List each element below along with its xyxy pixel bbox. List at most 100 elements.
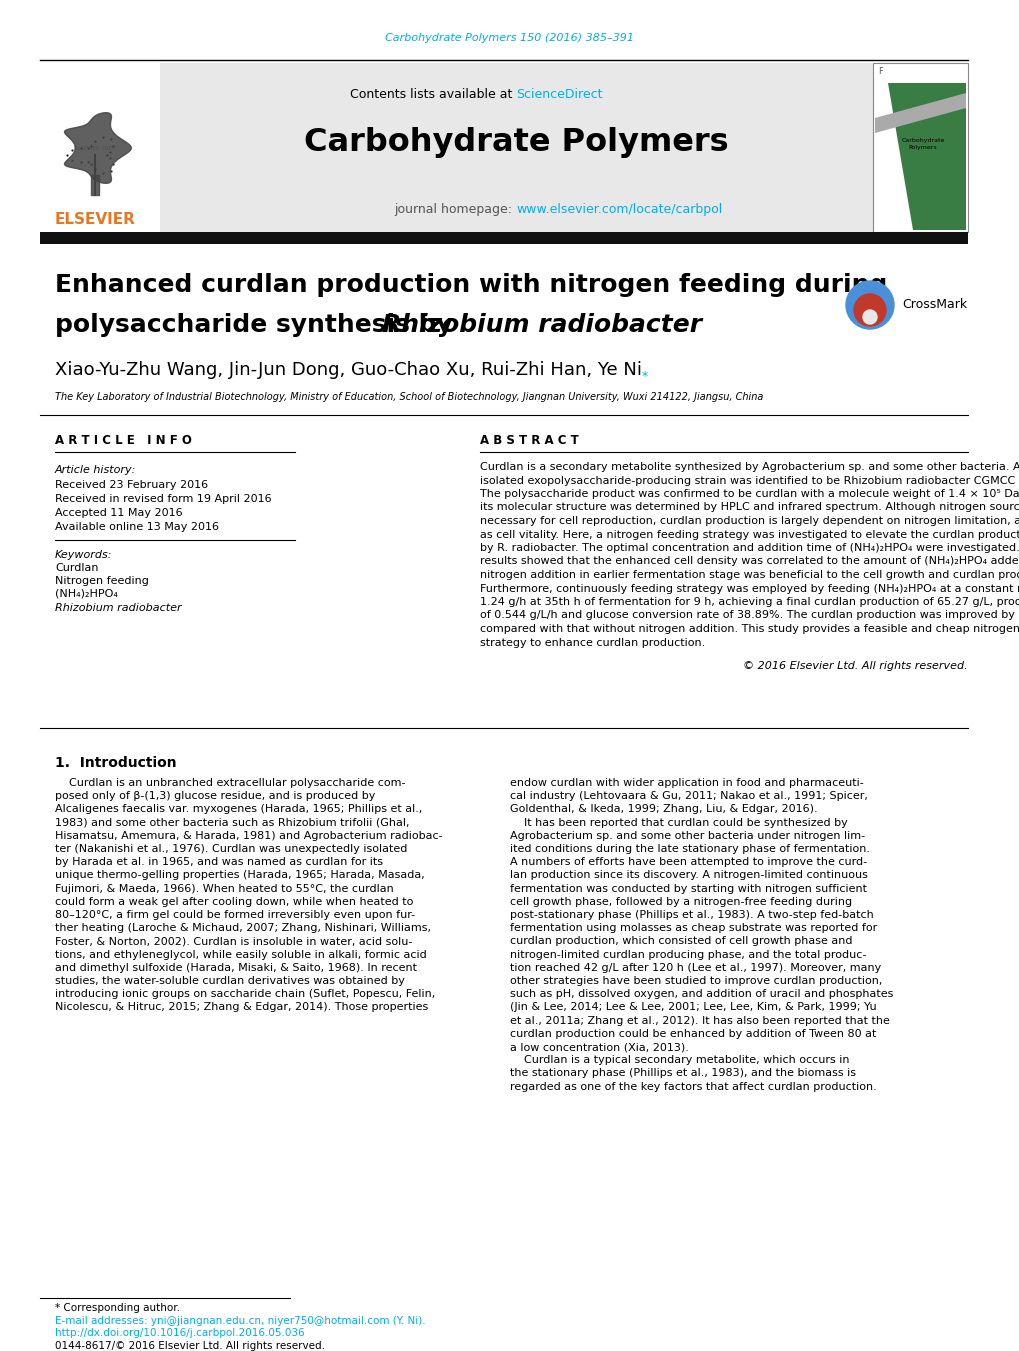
Circle shape	[862, 309, 876, 324]
Text: 80–120°C, a firm gel could be formed irreversibly even upon fur-: 80–120°C, a firm gel could be formed irr…	[55, 911, 415, 920]
Text: posed only of β-(1,3) glucose residue, and is produced by: posed only of β-(1,3) glucose residue, a…	[55, 792, 375, 801]
Text: could form a weak gel after cooling down, while when heated to: could form a weak gel after cooling down…	[55, 897, 413, 907]
Text: Alcaligenes faecalis var. myxogenes (Harada, 1965; Phillips et al.,: Alcaligenes faecalis var. myxogenes (Har…	[55, 804, 422, 815]
Text: Goldenthal, & Ikeda, 1999; Zhang, Liu, & Edgar, 2016).: Goldenthal, & Ikeda, 1999; Zhang, Liu, &…	[510, 804, 817, 815]
Text: regarded as one of the key factors that affect curdlan production.: regarded as one of the key factors that …	[510, 1082, 876, 1092]
Text: cell growth phase, followed by a nitrogen-free feeding during: cell growth phase, followed by a nitroge…	[510, 897, 851, 907]
Text: journal homepage:: journal homepage:	[393, 204, 516, 216]
Text: studies, the water-soluble curdlan derivatives was obtained by: studies, the water-soluble curdlan deriv…	[55, 975, 405, 986]
Circle shape	[853, 295, 886, 326]
Text: endow curdlan with wider application in food and pharmaceuti-: endow curdlan with wider application in …	[510, 778, 863, 788]
Text: http://dx.doi.org/10.1016/j.carbpol.2016.05.036: http://dx.doi.org/10.1016/j.carbpol.2016…	[55, 1328, 305, 1337]
Text: (Jin & Lee, 2014; Lee & Lee, 2001; Lee, Lee, Kim, & Park, 1999; Yu: (Jin & Lee, 2014; Lee & Lee, 2001; Lee, …	[510, 1002, 875, 1012]
Text: its molecular structure was determined by HPLC and infrared spectrum. Although n: its molecular structure was determined b…	[480, 503, 1019, 512]
Text: introducing ionic groups on saccharide chain (Suflet, Popescu, Felin,: introducing ionic groups on saccharide c…	[55, 989, 435, 1000]
Text: as cell vitality. Here, a nitrogen feeding strategy was investigated to elevate : as cell vitality. Here, a nitrogen feedi…	[480, 530, 1019, 539]
Text: by Harada et al. in 1965, and was named as curdlan for its: by Harada et al. in 1965, and was named …	[55, 857, 382, 867]
Text: and dimethyl sulfoxide (Harada, Misaki, & Saito, 1968). In recent: and dimethyl sulfoxide (Harada, Misaki, …	[55, 963, 417, 973]
Text: Accepted 11 May 2016: Accepted 11 May 2016	[55, 508, 182, 517]
Text: © 2016 Elsevier Ltd. All rights reserved.: © 2016 Elsevier Ltd. All rights reserved…	[743, 661, 967, 671]
Text: lan production since its discovery. A nitrogen-limited continuous: lan production since its discovery. A ni…	[510, 870, 867, 881]
Text: 1983) and some other bacteria such as Rhizobium trifolii (Ghal,: 1983) and some other bacteria such as Rh…	[55, 817, 409, 828]
Text: 1.24 g/h at 35th h of fermentation for 9 h, achieving a final curdlan production: 1.24 g/h at 35th h of fermentation for 9…	[480, 597, 1019, 607]
Text: Carbohydrate
Polymers: Carbohydrate Polymers	[901, 138, 944, 150]
Bar	[872, 63, 967, 232]
Text: Rhizobium radiobacter: Rhizobium radiobacter	[55, 603, 181, 613]
Text: polysaccharide synthesis by: polysaccharide synthesis by	[55, 313, 461, 336]
Bar	[40, 232, 967, 245]
Polygon shape	[888, 82, 965, 230]
Text: ScienceDirect: ScienceDirect	[516, 89, 602, 101]
Text: ited conditions during the late stationary phase of fermentation.: ited conditions during the late stationa…	[510, 844, 869, 854]
Text: www.elsevier.com/locate/carbpol: www.elsevier.com/locate/carbpol	[516, 204, 721, 216]
Text: 1.  Introduction: 1. Introduction	[55, 757, 176, 770]
Text: fermentation was conducted by starting with nitrogen sufficient: fermentation was conducted by starting w…	[510, 884, 866, 893]
Text: A numbers of efforts have been attempted to improve the curd-: A numbers of efforts have been attempted…	[510, 857, 866, 867]
Text: Nicolescu, & Hitruc, 2015; Zhang & Edgar, 2014). Those properties: Nicolescu, & Hitruc, 2015; Zhang & Edgar…	[55, 1002, 428, 1012]
Text: Foster, & Norton, 2002). Curdlan is insoluble in water, acid solu-: Foster, & Norton, 2002). Curdlan is inso…	[55, 936, 412, 947]
Text: Keywords:: Keywords:	[55, 550, 112, 561]
Text: Furthermore, continuously feeding strategy was employed by feeding (NH₄)₂HPO₄ at: Furthermore, continuously feeding strate…	[480, 584, 1019, 593]
Text: tion reached 42 g/L after 120 h (Lee et al., 1997). Moreover, many: tion reached 42 g/L after 120 h (Lee et …	[510, 963, 880, 973]
Text: Received in revised form 19 April 2016: Received in revised form 19 April 2016	[55, 494, 271, 504]
Text: fermentation using molasses as cheap substrate was reported for: fermentation using molasses as cheap sub…	[510, 923, 876, 934]
Text: isolated exopolysaccharide-producing strain was identified to be Rhizobium radio: isolated exopolysaccharide-producing str…	[480, 476, 1019, 485]
Text: compared with that without nitrogen addition. This study provides a feasible and: compared with that without nitrogen addi…	[480, 624, 1019, 634]
Text: A R T I C L E   I N F O: A R T I C L E I N F O	[55, 434, 192, 446]
Text: such as pH, dissolved oxygen, and addition of uracil and phosphates: such as pH, dissolved oxygen, and additi…	[510, 989, 893, 1000]
Circle shape	[845, 281, 893, 330]
Text: nitrogen-limited curdlan producing phase, and the total produc-: nitrogen-limited curdlan producing phase…	[510, 950, 865, 959]
Text: et al., 2011a; Zhang et al., 2012). It has also been reported that the: et al., 2011a; Zhang et al., 2012). It h…	[510, 1016, 889, 1025]
Text: E-mail addresses: yni@jiangnan.edu.cn, niyer750@hotmail.com (Y. Ni).: E-mail addresses: yni@jiangnan.edu.cn, n…	[55, 1316, 425, 1325]
Text: ELSEVIER: ELSEVIER	[54, 212, 136, 227]
Text: Carbohydrate Polymers: Carbohydrate Polymers	[304, 127, 728, 158]
Text: CrossMark: CrossMark	[901, 299, 966, 312]
Text: *: *	[641, 370, 648, 382]
Text: (NH₄)₂HPO₄: (NH₄)₂HPO₄	[55, 589, 118, 598]
Text: Curdlan is an unbranched extracellular polysaccharide com-: Curdlan is an unbranched extracellular p…	[55, 778, 406, 788]
Text: Contents lists available at: Contents lists available at	[350, 89, 516, 101]
Text: Carbohydrate Polymers 150 (2016) 385–391: Carbohydrate Polymers 150 (2016) 385–391	[385, 32, 634, 43]
Text: nitrogen addition in earlier fermentation stage was beneficial to the cell growt: nitrogen addition in earlier fermentatio…	[480, 570, 1019, 580]
Text: ter (Nakanishi et al., 1976). Curdlan was unexpectedly isolated: ter (Nakanishi et al., 1976). Curdlan wa…	[55, 844, 407, 854]
Text: The polysaccharide product was confirmed to be curdlan with a molecule weight of: The polysaccharide product was confirmed…	[480, 489, 1019, 499]
Text: Agrobacterium sp. and some other bacteria under nitrogen lim-: Agrobacterium sp. and some other bacteri…	[510, 831, 864, 840]
Text: F: F	[877, 66, 882, 76]
Text: cal industry (Lehtovaara & Gu, 2011; Nakao et al., 1991; Spicer,: cal industry (Lehtovaara & Gu, 2011; Nak…	[510, 792, 867, 801]
Text: a low concentration (Xia, 2013).: a low concentration (Xia, 2013).	[510, 1042, 688, 1052]
Polygon shape	[874, 93, 965, 132]
Polygon shape	[64, 112, 131, 184]
Text: Rhizobium radiobacter: Rhizobium radiobacter	[382, 313, 701, 336]
Bar	[40, 63, 160, 232]
Text: * Corresponding author.: * Corresponding author.	[55, 1302, 179, 1313]
Text: A B S T R A C T: A B S T R A C T	[480, 434, 578, 446]
Text: post-stationary phase (Phillips et al., 1983). A two-step fed-batch: post-stationary phase (Phillips et al., …	[510, 911, 873, 920]
Bar	[160, 63, 872, 232]
Text: strategy to enhance curdlan production.: strategy to enhance curdlan production.	[480, 638, 704, 647]
Text: curdlan production could be enhanced by addition of Tween 80 at: curdlan production could be enhanced by …	[510, 1029, 875, 1039]
Text: Curdlan is a typical secondary metabolite, which occurs in: Curdlan is a typical secondary metabolit…	[510, 1055, 849, 1065]
Text: tions, and ethyleneglycol, while easily soluble in alkali, formic acid: tions, and ethyleneglycol, while easily …	[55, 950, 426, 959]
Text: Hisamatsu, Amemura, & Harada, 1981) and Agrobacterium radiobac-: Hisamatsu, Amemura, & Harada, 1981) and …	[55, 831, 442, 840]
Text: 0144-8617/© 2016 Elsevier Ltd. All rights reserved.: 0144-8617/© 2016 Elsevier Ltd. All right…	[55, 1342, 325, 1351]
Text: Curdlan: Curdlan	[55, 563, 99, 573]
Text: The Key Laboratory of Industrial Biotechnology, Ministry of Education, School of: The Key Laboratory of Industrial Biotech…	[55, 392, 762, 403]
Text: the stationary phase (Phillips et al., 1983), and the biomass is: the stationary phase (Phillips et al., 1…	[510, 1069, 855, 1078]
Text: results showed that the enhanced cell density was correlated to the amount of (N: results showed that the enhanced cell de…	[480, 557, 1019, 566]
Text: ther heating (Laroche & Michaud, 2007; Zhang, Nishinari, Williams,: ther heating (Laroche & Michaud, 2007; Z…	[55, 923, 431, 934]
Text: necessary for cell reproduction, curdlan production is largely dependent on nitr: necessary for cell reproduction, curdlan…	[480, 516, 1019, 526]
Text: by R. radiobacter. The optimal concentration and addition time of (NH₄)₂HPO₄ wer: by R. radiobacter. The optimal concentra…	[480, 543, 1019, 553]
Text: It has been reported that curdlan could be synthesized by: It has been reported that curdlan could …	[510, 817, 847, 828]
Text: unique thermo-gelling properties (Harada, 1965; Harada, Masada,: unique thermo-gelling properties (Harada…	[55, 870, 424, 881]
Text: other strategies have been studied to improve curdlan production,: other strategies have been studied to im…	[510, 975, 881, 986]
Text: Nitrogen feeding: Nitrogen feeding	[55, 576, 149, 586]
Text: ELSEVIER TREE: ELSEVIER TREE	[74, 146, 115, 150]
Text: Article history:: Article history:	[55, 465, 137, 476]
Text: Curdlan is a secondary metabolite synthesized by Agrobacterium sp. and some othe: Curdlan is a secondary metabolite synthe…	[480, 462, 1019, 471]
Text: of 0.544 g/L/h and glucose conversion rate of 38.89%. The curdlan production was: of 0.544 g/L/h and glucose conversion ra…	[480, 611, 1019, 620]
Text: Enhanced curdlan production with nitrogen feeding during: Enhanced curdlan production with nitroge…	[55, 273, 887, 297]
Text: Xiao-Yu-Zhu Wang, Jin-Jun Dong, Guo-Chao Xu, Rui-Zhi Han, Ye Ni: Xiao-Yu-Zhu Wang, Jin-Jun Dong, Guo-Chao…	[55, 361, 641, 380]
Text: Available online 13 May 2016: Available online 13 May 2016	[55, 521, 219, 532]
Text: Fujimori, & Maeda, 1966). When heated to 55°C, the curdlan: Fujimori, & Maeda, 1966). When heated to…	[55, 884, 393, 893]
Text: Received 23 February 2016: Received 23 February 2016	[55, 480, 208, 490]
